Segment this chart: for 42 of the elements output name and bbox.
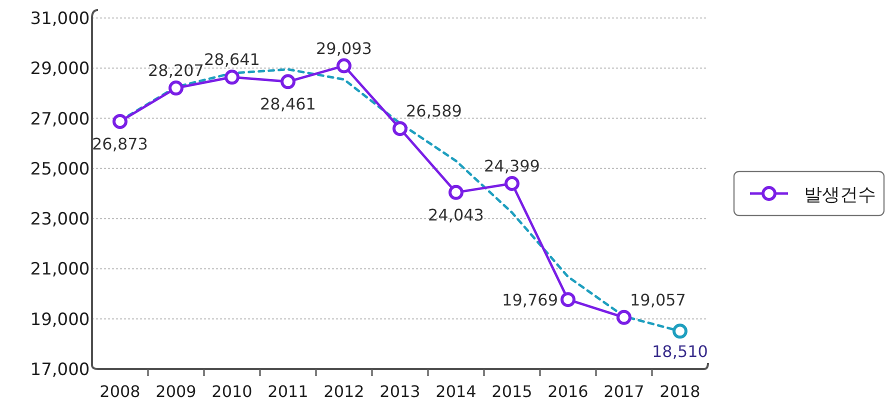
point: [560, 292, 576, 308]
data-label: 28,641: [204, 50, 260, 70]
data-label: 19,769: [502, 290, 558, 310]
data-label: 24,399: [484, 156, 540, 176]
x-tick-label: 2013: [380, 382, 420, 401]
x-tick-label: 2012: [324, 382, 364, 401]
y-tick-label: 21,000: [30, 260, 90, 280]
y-tick-label: 25,000: [30, 159, 90, 180]
point: [112, 114, 128, 129]
x-tick-label: 2009: [156, 382, 196, 401]
y-tick-label: 27,000: [30, 109, 90, 130]
data-label: 26,589: [406, 102, 462, 121]
point: [392, 121, 408, 136]
x-tick-label: 2014: [436, 382, 476, 401]
y-tick-label: 19,000: [30, 310, 90, 330]
data-label: 18,510: [652, 342, 708, 362]
y-tick-label: 23,000: [30, 210, 90, 230]
point: [616, 310, 632, 325]
x-tick-label: 2018: [660, 382, 700, 401]
x-tick-label: 2011: [268, 382, 308, 401]
point: [224, 70, 240, 85]
data-label: 28,461: [260, 94, 316, 114]
y-tick-label: 31,000: [30, 9, 90, 29]
data-label: 29,093: [316, 38, 372, 58]
x-tick-label: 2015: [492, 382, 532, 401]
legend-label: 발생건수: [804, 184, 876, 206]
x-tick-label: 2008: [100, 382, 140, 401]
point: [168, 80, 184, 96]
x-tick-label: 2017: [604, 382, 644, 401]
x-tick-label: 2010: [212, 382, 252, 401]
point: [448, 184, 464, 200]
x-tick-label: 2016: [548, 382, 588, 401]
point: [336, 58, 352, 74]
data-label: 26,873: [92, 134, 148, 154]
y-tick-label: 17,000: [30, 360, 90, 380]
point: [504, 176, 520, 191]
point: [672, 324, 688, 339]
point: [280, 74, 296, 90]
data-label: 28,207: [148, 61, 204, 80]
data-label: 19,057: [630, 290, 686, 310]
y-tick-label: 29,000: [30, 59, 90, 80]
data-label: 24,043: [428, 205, 484, 224]
